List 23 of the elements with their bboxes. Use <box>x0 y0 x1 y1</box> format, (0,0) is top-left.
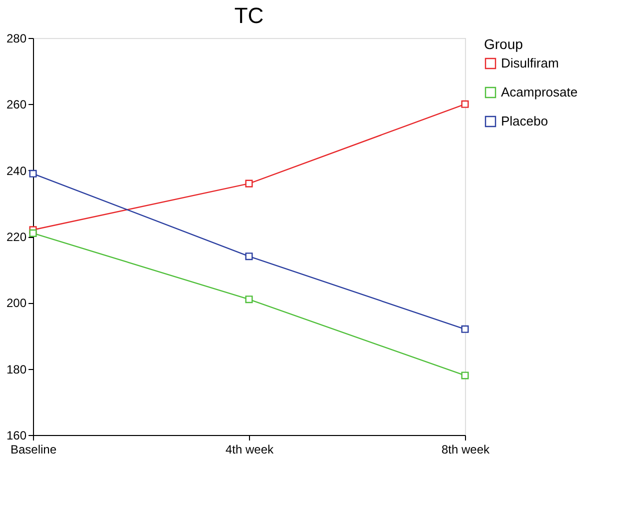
y-tick-label: 280 <box>6 32 27 46</box>
y-tick-label: 240 <box>6 164 27 178</box>
point <box>29 170 37 178</box>
point <box>461 100 469 108</box>
y-tick-label: 220 <box>6 230 27 244</box>
legend-title: Group <box>484 36 524 52</box>
y-tick-label: 160 <box>6 428 27 442</box>
point <box>245 180 253 188</box>
y-tick-label: 260 <box>6 98 27 112</box>
legend-label: Placebo <box>501 114 548 128</box>
y-tick-label: 200 <box>6 296 27 310</box>
chart-title: TC <box>234 3 264 28</box>
legend-label: Acamprosate <box>501 84 578 100</box>
point <box>245 296 253 304</box>
point <box>461 372 469 380</box>
point <box>29 229 37 237</box>
point <box>245 252 253 260</box>
x-tick-label: 4th week <box>225 442 275 456</box>
x-tick-label: Baseline <box>10 442 57 456</box>
point <box>461 325 469 333</box>
x-tick-label: 8th week <box>441 442 491 456</box>
legend-label: Disulfiram <box>501 56 559 70</box>
y-tick-label: 180 <box>6 362 27 376</box>
